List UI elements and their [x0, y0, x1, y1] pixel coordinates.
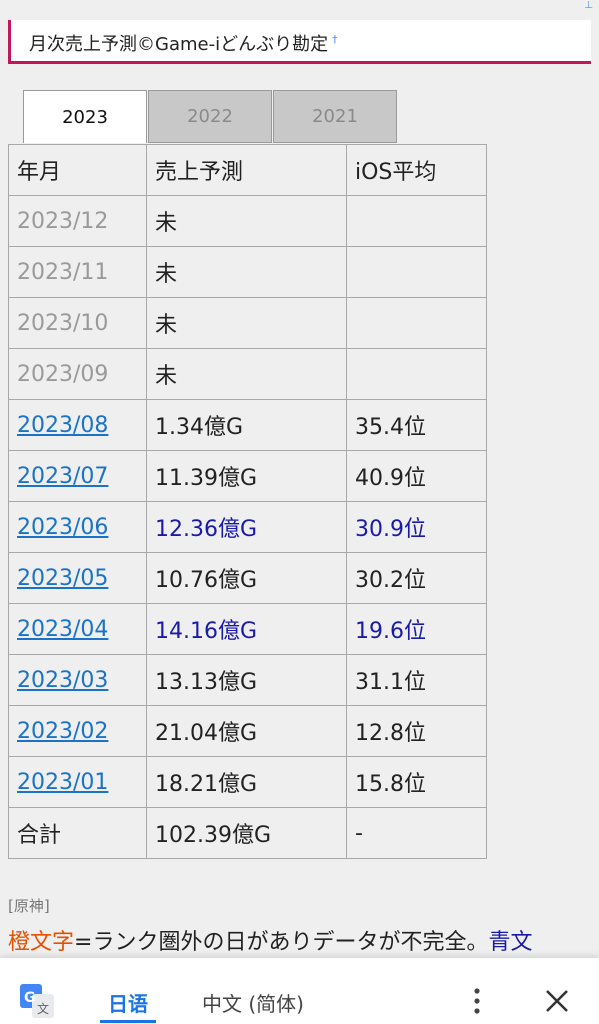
sales-cell: 未	[146, 348, 347, 400]
sales-cell: 未	[146, 297, 347, 349]
table-row: 2023/05 10.76億G 30.2位	[8, 552, 487, 604]
sales-cell: 18.21億G	[146, 756, 347, 808]
tab-2022[interactable]: 2022	[148, 90, 272, 143]
ios-rank-cell: 40.9位	[346, 450, 487, 502]
google-translate-icon[interactable]: G 文	[20, 984, 54, 1018]
table-row: 2023/04 14.16億G 19.6位	[8, 603, 487, 655]
month-cell[interactable]: 2023/04	[8, 603, 147, 655]
ios-rank-cell: 30.9位	[346, 501, 487, 553]
sales-cell: 14.16億G	[146, 603, 347, 655]
header-ios: iOS平均	[346, 144, 487, 196]
month-cell[interactable]: 2023/06	[8, 501, 147, 553]
legend-line: 橙文字=ランク圏外の日がありデータが不完全。青文	[8, 924, 532, 956]
table-row: 2023/01 18.21億G 15.8位	[8, 756, 487, 808]
tab-2023[interactable]: 2023	[23, 90, 147, 143]
total-row: 合計 102.39億G -	[8, 807, 487, 859]
header-sales: 売上予測	[146, 144, 347, 196]
sales-cell: 10.76億G	[146, 552, 347, 604]
total-label: 合計	[8, 807, 147, 859]
month-cell[interactable]: 2023/03	[8, 654, 147, 706]
ios-rank-cell: 35.4位	[346, 399, 487, 451]
month-cell[interactable]: 2023/08	[8, 399, 147, 451]
month-cell: 2023/11	[8, 246, 147, 298]
total-sales: 102.39億G	[146, 807, 347, 859]
translate-bar: G 文 日语 中文 (简体)	[0, 958, 599, 1024]
corner-mark-icon: ⊥	[584, 0, 593, 11]
ios-rank-cell: 31.1位	[346, 654, 487, 706]
ios-rank-cell	[346, 348, 487, 400]
table-row: 2023/12 未	[8, 195, 487, 247]
sales-cell: 12.36億G	[146, 501, 347, 553]
table-row: 2023/07 11.39億G 40.9位	[8, 450, 487, 502]
table-row: 2023/08 1.34億G 35.4位	[8, 399, 487, 451]
month-cell: 2023/12	[8, 195, 147, 247]
month-cell[interactable]: 2023/02	[8, 705, 147, 757]
section-title: 月次売上予測©Game-iどんぶり勘定 †	[29, 30, 338, 56]
table-row: 2023/09 未	[8, 348, 487, 400]
ios-rank-cell: 12.8位	[346, 705, 487, 757]
target-language-tab[interactable]: 中文 (简体)	[202, 992, 304, 1016]
active-language-indicator	[100, 1020, 156, 1023]
sales-cell: 未	[146, 246, 347, 298]
section-title-text: 月次売上予測©Game-iどんぶり勘定	[29, 34, 329, 55]
title-footnote-marker[interactable]: †	[332, 33, 338, 46]
sales-cell: 13.13億G	[146, 654, 347, 706]
more-vertical-icon[interactable]	[470, 986, 484, 1016]
month-cell[interactable]: 2023/01	[8, 756, 147, 808]
table-row: 2023/02 21.04億G 12.8位	[8, 705, 487, 757]
header-month: 年月	[8, 144, 147, 196]
sales-cell: 1.34億G	[146, 399, 347, 451]
ios-rank-cell	[346, 195, 487, 247]
close-icon[interactable]	[544, 988, 570, 1014]
svg-text:文: 文	[37, 1001, 49, 1016]
sales-cell: 未	[146, 195, 347, 247]
table-header-row: 年月 売上予測 iOS平均	[8, 144, 487, 196]
table-row: 2023/03 13.13億G 31.1位	[8, 654, 487, 706]
svg-text:G: G	[24, 990, 36, 1006]
sales-cell: 11.39億G	[146, 450, 347, 502]
month-cell[interactable]: 2023/05	[8, 552, 147, 604]
ios-rank-cell: 30.2位	[346, 552, 487, 604]
month-cell: 2023/10	[8, 297, 147, 349]
month-cell[interactable]: 2023/07	[8, 450, 147, 502]
ios-rank-cell	[346, 297, 487, 349]
footnote-tag: [原神]	[8, 897, 50, 915]
total-ios: -	[346, 807, 487, 859]
ios-rank-cell: 15.8位	[346, 756, 487, 808]
legend-middle-text: =ランク圏外の日がありデータが不完全。	[74, 930, 489, 955]
legend-orange-text: 橙文字	[8, 930, 75, 955]
section-header: 月次売上予測©Game-iどんぶり勘定 †	[8, 20, 591, 64]
ios-rank-cell: 19.6位	[346, 603, 487, 655]
month-cell: 2023/09	[8, 348, 147, 400]
table-row: 2023/06 12.36億G 30.9位	[8, 501, 487, 553]
sales-cell: 21.04億G	[146, 705, 347, 757]
table-row: 2023/10 未	[8, 297, 487, 349]
legend-blue-text: 青文	[488, 930, 533, 955]
ios-rank-cell	[346, 246, 487, 298]
table-row: 2023/11 未	[8, 246, 487, 298]
tab-2021[interactable]: 2021	[273, 90, 397, 143]
top-strip	[0, 0, 599, 18]
sales-table: 年月 売上予測 iOS平均 2023/12 未 2023/11 未 2023/10 未 20…	[8, 144, 487, 859]
source-language-tab[interactable]: 日语	[108, 992, 148, 1016]
